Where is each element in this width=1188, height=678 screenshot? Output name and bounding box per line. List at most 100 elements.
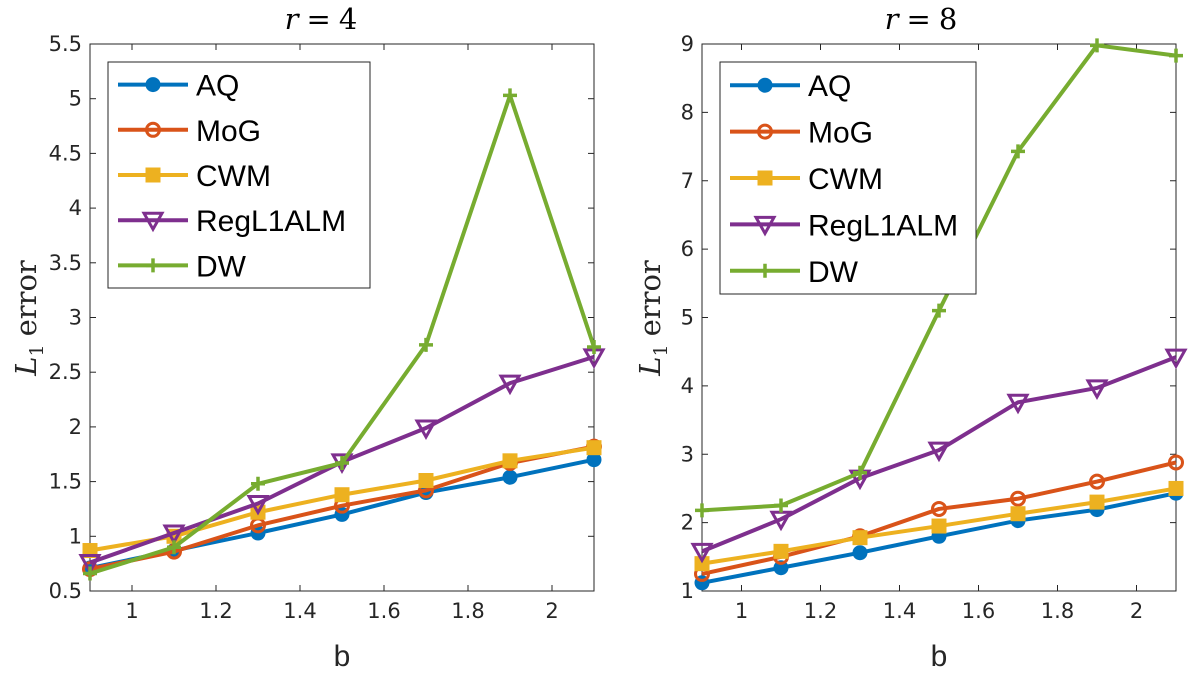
data-point-CWM xyxy=(931,518,947,534)
y-tick-label: 6 xyxy=(681,237,694,261)
y-tick-label: 3 xyxy=(681,442,694,466)
data-point-DW xyxy=(503,88,517,103)
y-label-main: L xyxy=(9,357,43,377)
x-tick-label: 1.4 xyxy=(283,599,316,623)
data-point-AQ xyxy=(502,469,518,485)
y-label-subscript: 1 xyxy=(650,344,672,356)
data-point-CWM xyxy=(502,453,518,469)
y-tick-label: 4.5 xyxy=(49,141,82,165)
y-tick-label: 8 xyxy=(681,100,694,124)
title-equals: = xyxy=(307,2,331,36)
data-point-CWM xyxy=(852,530,868,546)
data-point-RegL1ALM xyxy=(1085,379,1109,400)
data-point-DW xyxy=(251,476,265,491)
data-point-MoG xyxy=(1089,473,1105,490)
title-variable: r xyxy=(285,2,301,36)
legend-marker-RegL1ALM xyxy=(753,215,777,237)
data-point-CWM xyxy=(694,556,710,572)
data-point-DW xyxy=(419,337,433,352)
legend-label-RegL1ALM: RegL1ALM xyxy=(808,209,958,242)
y-tick-label: 3 xyxy=(69,306,82,330)
legend-label-AQ: AQ xyxy=(196,70,239,103)
y-tick-label: 4 xyxy=(69,196,82,220)
data-point-AQ xyxy=(852,545,868,561)
y-tick-label: 1.5 xyxy=(49,470,82,494)
y-label-main: L xyxy=(633,357,667,377)
legend-marker-DW xyxy=(758,263,772,278)
legend-label-MoG: MoG xyxy=(196,115,261,148)
x-tick-label: 1.2 xyxy=(199,599,232,623)
chart-panel-1: 1 1.2 1.4 1.6 1.8 2 0.5 1 1.5 2 2.5 3 3.5 4 4.5 5 5.5 AQ M… xyxy=(9,2,606,673)
legend-marker-AQ xyxy=(757,77,773,93)
data-point-DW xyxy=(695,503,709,518)
legend-marker-CWM xyxy=(757,170,773,186)
legend-marker-MoG xyxy=(145,121,161,138)
y-tick-label: 9 xyxy=(681,32,694,56)
y-tick-label: 0.5 xyxy=(49,579,82,603)
y-tick-label: 2.5 xyxy=(49,360,82,384)
x-tick-label: 1.6 xyxy=(962,599,995,623)
legend-label-CWM: CWM xyxy=(196,160,271,193)
x-tick-label: 2 xyxy=(1130,599,1143,623)
data-point-CWM xyxy=(1168,480,1184,496)
legend-label-AQ: AQ xyxy=(808,70,851,103)
legend-label-DW: DW xyxy=(196,250,247,283)
x-tick-label: 1.6 xyxy=(367,599,400,623)
legend-marker-AQ xyxy=(145,77,161,93)
x-tick-label: 1.8 xyxy=(451,599,484,623)
data-point-RegL1ALM xyxy=(690,542,714,564)
y-label-subscript: 1 xyxy=(26,344,48,356)
title-equals: = xyxy=(907,2,931,36)
y-tick-label: 1 xyxy=(681,579,694,603)
title-variable: r xyxy=(885,2,901,36)
y-tick-label: 1 xyxy=(69,524,82,548)
x-tick-label: 1 xyxy=(125,599,138,623)
legend-marker-MoG xyxy=(757,123,773,140)
legend-marker-RegL1ALM xyxy=(141,211,165,233)
x-tick-label: 1.8 xyxy=(1041,599,1074,623)
y-label-rest: error xyxy=(633,260,667,336)
y-axis-label: L1 error xyxy=(9,260,48,377)
chart-panel-2: 1 1.2 1.4 1.6 1.8 2 1 2 3 4 5 6 7 8 9 AQ MoG CWM RegL1ALM D… xyxy=(633,2,1188,673)
title-value: 4 xyxy=(339,2,357,36)
y-tick-label: 5 xyxy=(69,87,82,111)
data-point-RegL1ALM xyxy=(162,524,186,546)
title-value: 8 xyxy=(939,2,957,36)
data-point-CWM xyxy=(1010,506,1026,522)
data-point-DW xyxy=(167,540,181,555)
data-point-DW xyxy=(774,498,788,513)
series-RegL1ALM xyxy=(690,348,1188,564)
data-point-DW xyxy=(853,465,867,480)
data-point-DW xyxy=(1169,48,1183,63)
y-tick-label: 2 xyxy=(681,511,694,535)
data-point-MoG xyxy=(1168,454,1184,471)
x-tick-label: 2 xyxy=(545,599,558,623)
data-point-DW xyxy=(83,566,97,581)
y-axis-label: L1 error xyxy=(633,260,672,377)
series-DW xyxy=(83,88,601,581)
x-axis-label: b xyxy=(931,640,948,673)
legend-label-RegL1ALM: RegL1ALM xyxy=(196,205,346,238)
x-axis-label: b xyxy=(334,640,351,673)
data-point-DW xyxy=(1011,144,1025,159)
y-tick-label: 3.5 xyxy=(49,251,82,275)
legend-label-MoG: MoG xyxy=(808,117,873,150)
legend: AQ MoG CWM RegL1ALM DW xyxy=(107,61,371,289)
y-tick-label: 2 xyxy=(69,415,82,439)
data-point-DW xyxy=(932,303,946,318)
legend-marker-CWM xyxy=(145,167,161,183)
x-tick-label: 1.4 xyxy=(883,599,916,623)
x-tick-label: 1 xyxy=(735,599,748,623)
data-point-CWM xyxy=(586,440,602,456)
data-point-RegL1ALM xyxy=(927,441,951,463)
data-point-RegL1ALM xyxy=(498,374,522,396)
data-point-DW xyxy=(1090,38,1104,53)
data-point-CWM xyxy=(418,473,434,489)
y-tick-label: 5.5 xyxy=(49,32,82,56)
y-label-rest: error xyxy=(9,260,43,336)
data-point-MoG xyxy=(1010,490,1026,507)
legend-marker-DW xyxy=(146,258,160,273)
data-point-MoG xyxy=(931,500,947,517)
x-tick-label: 1.2 xyxy=(804,599,837,623)
